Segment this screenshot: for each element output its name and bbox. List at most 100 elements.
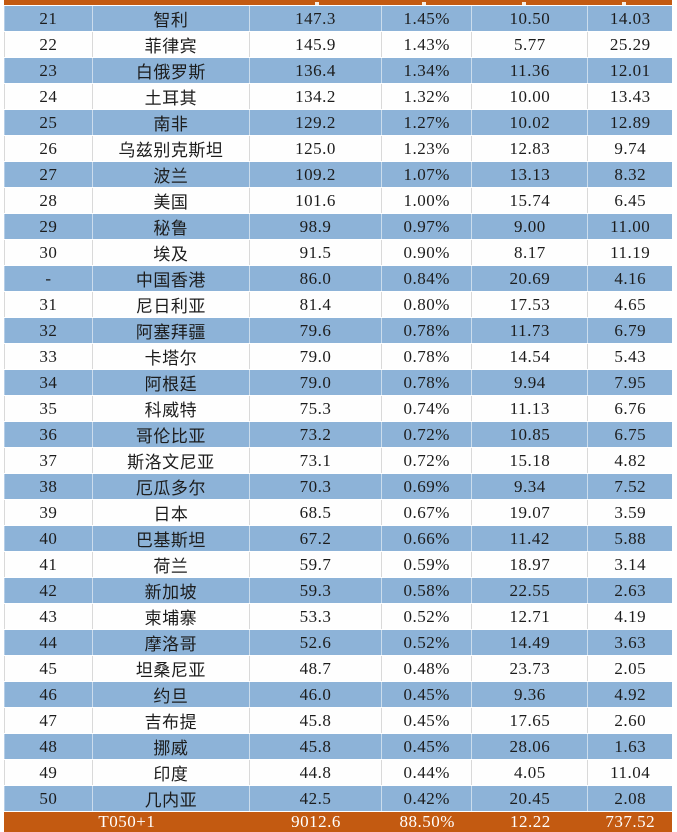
rank-cell: 29 [4,214,93,239]
percent-cell: 0.48% [382,656,473,681]
rank-cell: 44 [4,630,93,655]
country-cell: 哥伦比亚 [93,422,250,447]
rank-cell: 25 [4,110,93,135]
percent-cell: 1.43% [382,32,473,57]
table-row: 21 智利 147.3 1.45% 10.50 14.03 [4,6,672,32]
percent-cell: 0.72% [382,448,473,473]
country-cell: 阿根廷 [93,370,250,395]
rank-cell: 28 [4,188,93,213]
table-row: 41 荷兰 59.7 0.59% 18.97 3.14 [4,552,672,578]
metric-b-cell: 6.75 [614,424,647,444]
rank-cell: 33 [4,344,93,369]
value-cell: 46.0 [250,682,383,707]
table-row: 32 阿塞拜疆 79.6 0.78% 11.73 6.79 [4,318,672,344]
value-cell: 70.3 [250,474,383,499]
table-header-remnant [4,0,672,6]
metric-a-cell: 10.00 [472,84,589,109]
country-cell: 美国 [93,188,250,213]
value-cell: 79.0 [250,344,383,369]
metric-a-cell: 10.50 [472,6,589,31]
country-cell: 坦桑尼亚 [93,656,250,681]
percent-cell: 0.42% [382,786,473,811]
metric-b-cell: 2.63 [614,580,647,600]
country-cell: 波兰 [93,162,250,187]
percent-cell: 1.45% [382,6,473,31]
value-cell: 129.2 [250,110,383,135]
value-cell: 136.4 [250,58,383,83]
header-text-remnant-mark [521,2,526,5]
rank-cell: 49 [4,760,93,785]
metric-b-cell: 5.43 [614,346,647,366]
country-cell: 吉布提 [93,708,250,733]
metric-b-cell: 9.74 [614,138,647,158]
metric-b-cell: 2.60 [614,710,647,730]
rank-cell: 47 [4,708,93,733]
metric-a-cell: 10.85 [472,422,589,447]
metric-a-cell: 20.45 [472,786,589,811]
table-row: 24 土耳其 134.2 1.32% 10.00 13.43 [4,84,672,110]
table-row: 47 吉布提 45.8 0.45% 17.65 2.60 [4,708,672,734]
country-cell: 秘鲁 [93,214,250,239]
table-row: 23 白俄罗斯 136.4 1.34% 11.36 12.01 [4,58,672,84]
metric-a-cell: 20.69 [472,266,589,291]
header-text-remnant-mark [421,2,426,5]
table-row: 35 科威特 75.3 0.74% 11.13 6.76 [4,396,672,422]
metric-a-cell: 19.07 [472,500,589,525]
metric-b-cell: 6.45 [614,190,647,210]
percent-cell: 0.44% [382,760,473,785]
total-row: T050+1 9012.6 88.50% 12.22 737.52 [4,812,672,832]
metric-a-cell: 15.18 [472,448,589,473]
rank-cell: 45 [4,656,93,681]
table-row: 50 几内亚 42.5 0.42% 20.45 2.08 [4,786,672,812]
header-text-remnant-mark [314,2,319,5]
table-row: 33 卡塔尔 79.0 0.78% 14.54 5.43 [4,344,672,370]
rank-cell: 24 [4,84,93,109]
country-cell: 阿塞拜疆 [93,318,250,343]
rank-cell: 35 [4,396,93,421]
value-cell: 68.5 [250,500,383,525]
percent-cell: 0.45% [382,708,473,733]
metric-a-cell: 17.53 [472,292,589,317]
table-row: - 中国香港 86.0 0.84% 20.69 4.16 [4,266,672,292]
percent-cell: 0.80% [382,292,473,317]
percent-cell: 0.78% [382,318,473,343]
metric-b-cell: 5.88 [614,528,647,548]
percent-cell: 0.52% [382,604,473,629]
metric-b-cell: 11.00 [610,216,651,236]
value-cell: 79.0 [250,370,383,395]
rank-cell: 26 [4,136,93,161]
rank-cell: 39 [4,500,93,525]
rank-cell: 50 [4,786,93,811]
value-cell: 134.2 [250,84,383,109]
country-cell: 埃及 [93,240,250,265]
metric-b-cell: 4.16 [614,268,647,288]
metric-b-cell: 2.05 [614,658,647,678]
country-cell: 日本 [93,500,250,525]
table-row: 37 斯洛文尼亚 73.1 0.72% 15.18 4.82 [4,448,672,474]
value-cell: 67.2 [250,526,383,551]
metric-a-cell: 11.13 [472,396,589,421]
metric-a-cell: 9.00 [472,214,589,239]
metric-a-cell: 5.77 [472,32,589,57]
country-cell: 尼日利亚 [93,292,250,317]
metric-a-cell: 14.54 [472,344,589,369]
metric-a-cell: 9.36 [472,682,589,707]
value-cell: 91.5 [250,240,383,265]
country-cell: 土耳其 [93,84,250,109]
metric-a-cell: 23.73 [472,656,589,681]
metric-b-cell: 11.04 [610,762,651,782]
percent-cell: 1.07% [382,162,473,187]
percent-cell: 1.00% [382,188,473,213]
country-cell: 荷兰 [93,552,250,577]
percent-cell: 0.97% [382,214,473,239]
table-row: 26 乌兹别克斯坦 125.0 1.23% 12.83 9.74 [4,136,672,162]
percent-cell: 1.23% [382,136,473,161]
table-row: 22 菲律宾 145.9 1.43% 5.77 25.29 [4,32,672,58]
metric-a-cell: 4.05 [472,760,589,785]
metric-b-cell: 12.01 [609,60,651,80]
total-metric-b: 737.52 [605,812,656,831]
percent-cell: 0.69% [382,474,473,499]
table-row: 39 日本 68.5 0.67% 19.07 3.59 [4,500,672,526]
value-cell: 75.3 [250,396,383,421]
country-cell: 几内亚 [93,786,250,811]
